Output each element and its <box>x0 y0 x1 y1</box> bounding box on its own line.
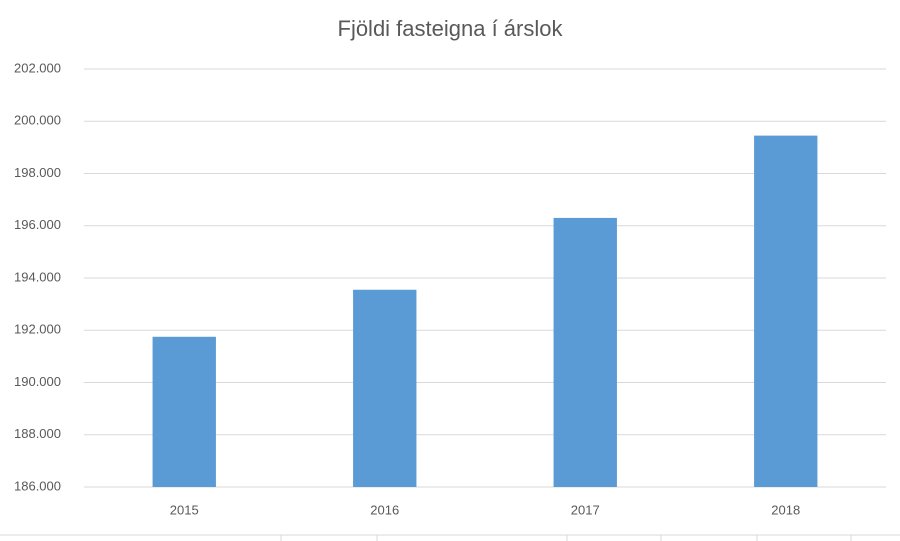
y-tick-label: 190.000 <box>14 374 61 389</box>
y-tick-label: 186.000 <box>14 478 61 493</box>
x-tick-label: 2017 <box>571 502 600 517</box>
y-tick-label: 202.000 <box>14 60 61 75</box>
chart-title: Fjöldi fasteigna í árslok <box>338 16 564 41</box>
bar <box>152 336 216 487</box>
bar <box>553 217 617 487</box>
y-tick-label: 200.000 <box>14 113 61 128</box>
y-tick-label: 188.000 <box>14 426 61 441</box>
y-tick-label: 196.000 <box>14 217 61 232</box>
x-tick-label: 2018 <box>771 502 800 517</box>
x-tick-label: 2016 <box>370 502 399 517</box>
bar <box>754 135 818 487</box>
y-tick-label: 192.000 <box>14 322 61 337</box>
frame-decoration <box>0 534 900 541</box>
x-tick-label: 2015 <box>170 502 199 517</box>
bar <box>353 289 417 487</box>
y-tick-label: 198.000 <box>14 165 61 180</box>
y-tick-label: 194.000 <box>14 269 61 284</box>
